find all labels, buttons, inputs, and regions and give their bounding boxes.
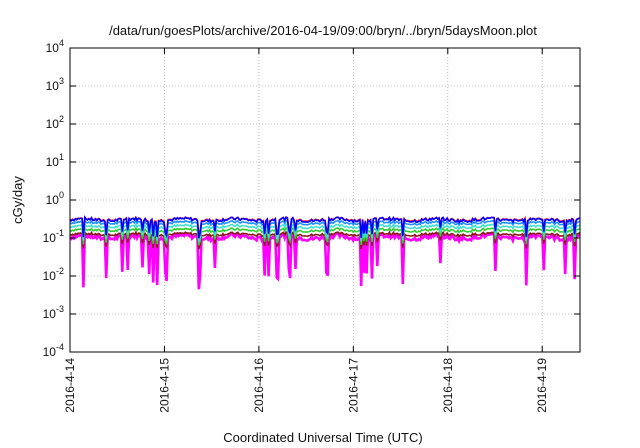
y-tick-label: 101	[46, 152, 64, 169]
x-tick-label: 2016-4-15	[157, 358, 171, 413]
y-axis-label: cGy/day	[10, 176, 25, 224]
grid	[70, 48, 580, 352]
y-tick-label: 10-3	[43, 304, 64, 321]
x-tick-label: 2016-4-18	[441, 358, 455, 413]
x-tick-label: 2016-4-14	[63, 358, 77, 413]
x-tick-label: 2016-4-16	[252, 358, 266, 413]
x-tick-label: 2016-4-17	[346, 358, 360, 413]
y-tick-label: 103	[46, 76, 64, 93]
y-tick-label: 102	[46, 114, 64, 131]
series-line	[69, 215, 581, 239]
x-tick-label: 2016-4-19	[535, 358, 549, 413]
y-axis: 10-4 10-3 10-2 10-1 100 101 102 103 104	[43, 38, 580, 359]
series-line	[69, 229, 581, 290]
y-tick-label: 100	[46, 190, 64, 207]
y-tick-label: 104	[46, 38, 64, 55]
y-tick-label: 10-4	[43, 342, 64, 359]
x-axis-label: Coordinated Universal Time (UTC)	[223, 430, 422, 445]
x-axis: 2016-4-14 2016-4-15 2016-4-16 2016-4-17 2016…	[63, 48, 549, 413]
chart-title: /data/run/goesPlots/archive/2016-04-19/0…	[109, 23, 537, 38]
y-tick-label: 10-2	[43, 266, 64, 283]
y-tick-label: 10-1	[43, 228, 64, 245]
series-group	[69, 215, 581, 290]
